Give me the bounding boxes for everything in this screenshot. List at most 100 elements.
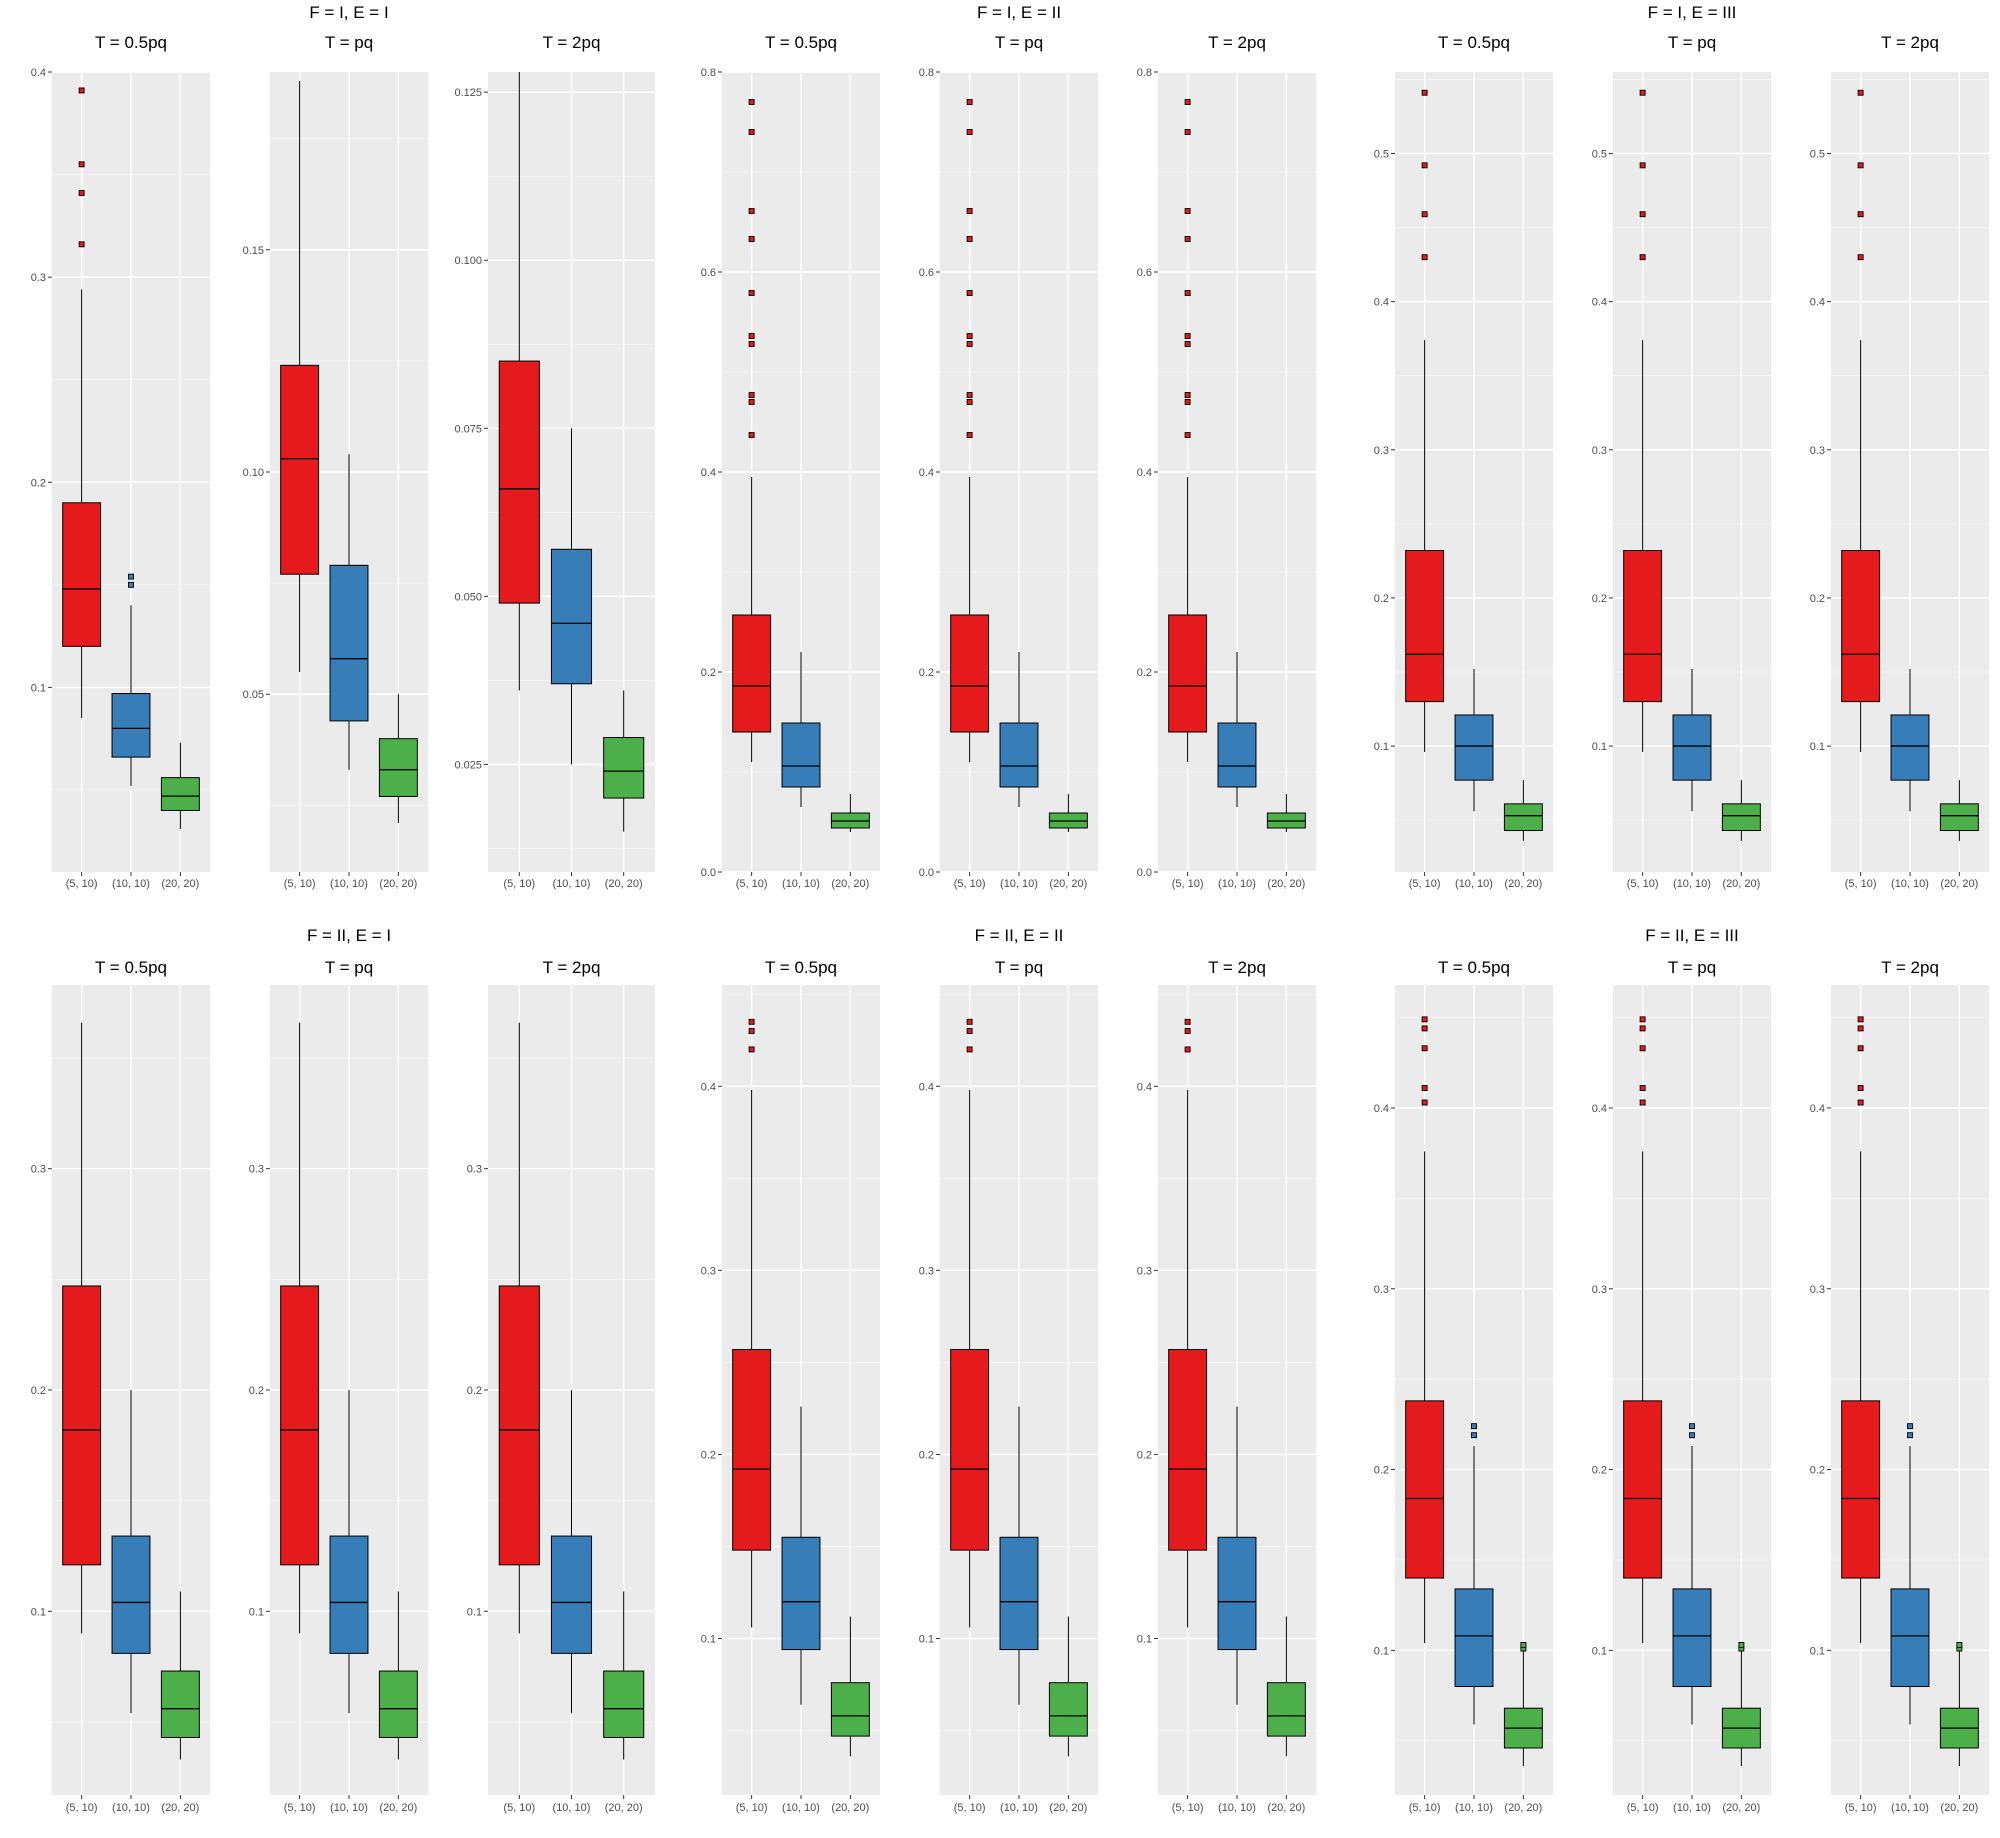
outlier-point — [966, 1028, 973, 1034]
x-tick-label: (20, 20) — [605, 878, 643, 890]
group-title: F = I, E = II — [977, 3, 1061, 22]
group-title: F = I, E = I — [309, 3, 388, 22]
x-tick-label: (20, 20) — [605, 1802, 643, 1814]
x-tick-label: (5, 10) — [1172, 1802, 1204, 1814]
outlier-point — [1857, 211, 1864, 218]
outlier-point — [1639, 1016, 1646, 1023]
outlier-point — [966, 399, 973, 405]
outlier-point — [1471, 1432, 1477, 1439]
outlier-point — [1639, 162, 1646, 169]
box-iqr — [62, 502, 102, 647]
outlier-point — [1421, 1045, 1428, 1052]
outlier-point — [78, 87, 85, 94]
outlier-point — [1184, 341, 1191, 347]
outlier-point — [1639, 1045, 1646, 1052]
x-tick-label: (10, 10) — [553, 1802, 591, 1814]
x-tick-label: (5, 10) — [1172, 878, 1204, 890]
group-title: F = I, E = III — [1648, 3, 1737, 22]
group-title: F = II, E = I — [307, 926, 391, 945]
y-tick-label: 0.4 — [1374, 1103, 1389, 1115]
outlier-point — [966, 1018, 973, 1025]
outlier-point — [1421, 1016, 1428, 1023]
box-iqr — [111, 1535, 151, 1654]
box-2 — [1672, 669, 1712, 812]
outlier-point — [1907, 1432, 1913, 1439]
x-tick-label: (5, 10) — [503, 878, 535, 890]
x-tick-label: (10, 10) — [1673, 1802, 1711, 1814]
panel-title: T = 0.5pq — [95, 958, 167, 977]
y-tick-label: 0.4 — [701, 467, 716, 479]
outlier-point — [748, 236, 755, 242]
y-tick-label: 0.2 — [249, 1385, 264, 1397]
outlier-point — [1639, 1085, 1646, 1092]
box-2 — [329, 1390, 369, 1714]
y-tick-label: 0.3 — [1137, 1265, 1152, 1277]
x-tick-label: (10, 10) — [330, 878, 368, 890]
box-3 — [1939, 780, 1979, 841]
x-tick-label: (20, 20) — [379, 878, 417, 890]
outlier-point — [966, 129, 973, 135]
box-3 — [378, 1591, 418, 1760]
outlier-point — [1184, 129, 1191, 135]
box-iqr — [550, 1535, 593, 1654]
panel: T = 0.5pq 0.1 0.2 0.3 0.4 (5, 10) (10, 10) (20,… — [31, 33, 210, 890]
outlier-point — [748, 333, 755, 339]
x-tick-label: (5, 10) — [503, 1802, 535, 1814]
y-tick-label: 0.2 — [467, 1385, 482, 1397]
box-2 — [999, 652, 1039, 807]
outlier-point — [1639, 1025, 1646, 1032]
box-3 — [1048, 1616, 1088, 1757]
outlier-point — [1689, 1423, 1695, 1430]
y-tick-label: 0.1 — [1137, 1634, 1152, 1646]
x-tick-label: (20, 20) — [161, 878, 199, 890]
box-iqr — [550, 548, 593, 685]
outlier-point — [1907, 1423, 1913, 1430]
panel-title: T = pq — [995, 958, 1043, 977]
panel: T = 2pq 0.1 0.2 0.3 0.4 0.5 (5, 10) (10, 10) (20… — [1810, 33, 1989, 890]
box-iqr — [160, 777, 200, 811]
box-iqr — [1672, 714, 1712, 781]
box-iqr — [1890, 1588, 1930, 1688]
box-2 — [781, 652, 821, 807]
box-2 — [111, 1390, 151, 1714]
box-1 — [280, 80, 320, 672]
x-tick-label: (10, 10) — [553, 878, 591, 890]
box-2 — [1454, 1423, 1494, 1725]
outlier-point — [748, 1046, 755, 1053]
outlier-point — [748, 129, 755, 135]
outlier-point — [1857, 89, 1864, 96]
box-2 — [999, 1406, 1039, 1705]
outlier-point — [748, 290, 755, 296]
x-tick-label: (5, 10) — [284, 1802, 316, 1814]
y-tick-label: 0.100 — [454, 255, 482, 267]
y-tick-label: 0.2 — [1810, 593, 1825, 605]
box-2 — [1672, 1423, 1712, 1725]
x-tick-label: (5, 10) — [954, 878, 986, 890]
y-tick-label: 0.0 — [919, 867, 934, 879]
y-tick-label: 0.4 — [1810, 297, 1825, 309]
x-tick-label: (5, 10) — [284, 878, 316, 890]
outlier-point — [1639, 254, 1646, 261]
x-tick-label: (5, 10) — [1409, 878, 1441, 890]
y-tick-label: 0.5 — [1592, 148, 1607, 160]
y-tick-label: 0.1 — [1810, 1645, 1825, 1657]
box-iqr — [781, 1536, 821, 1651]
y-tick-label: 0.6 — [1137, 267, 1152, 279]
outlier-point — [966, 333, 973, 339]
box-1 — [1623, 1016, 1663, 1644]
box-iqr — [603, 1670, 645, 1738]
panel: T = pq 0.1 0.2 0.3 0.4 0.5 (5, 10) (10, 10) (20,… — [1592, 33, 1771, 890]
outlier-point — [1184, 290, 1191, 296]
box-iqr — [732, 1349, 772, 1551]
panel-title: T = 2pq — [1208, 958, 1266, 977]
x-tick-label: (20, 20) — [1267, 878, 1305, 890]
y-tick-label: 0.1 — [249, 1606, 264, 1618]
y-tick-label: 0.4 — [1810, 1103, 1825, 1115]
outlier-point — [748, 99, 755, 105]
outlier-point — [748, 399, 755, 405]
panel: T = 2pq 0.025 0.050 0.075 0.100 0.125 (5, 10) (… — [454, 33, 655, 890]
x-tick-label: (10, 10) — [1218, 878, 1256, 890]
x-tick-label: (5, 10) — [66, 1802, 98, 1814]
x-tick-label: (20, 20) — [831, 1802, 869, 1814]
